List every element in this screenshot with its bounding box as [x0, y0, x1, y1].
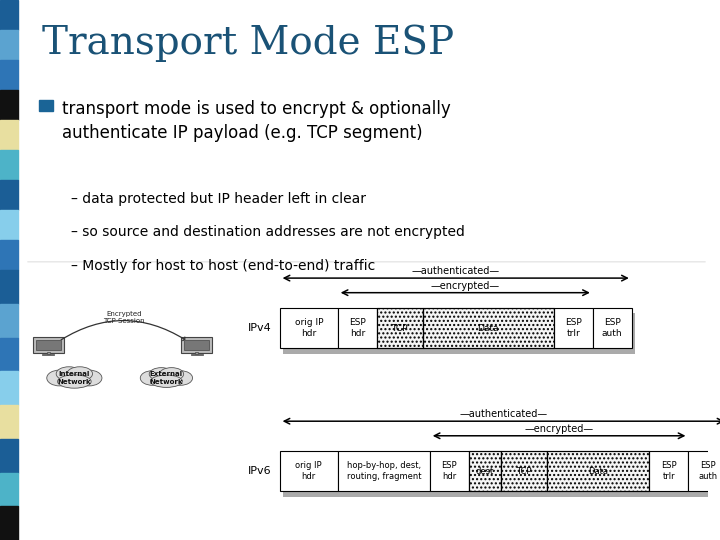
Text: —encrypted—: —encrypted— [525, 423, 594, 434]
Bar [184, 340, 210, 349]
Text: orig IP
hdr: orig IP hdr [294, 319, 323, 338]
Bar [0, 438, 18, 472]
Text: —authenticated—: —authenticated— [459, 409, 548, 419]
Bar [181, 337, 212, 353]
Bar [377, 308, 423, 348]
Ellipse shape [150, 375, 182, 387]
Bar [500, 451, 546, 491]
Bar [0, 472, 18, 507]
Bar [338, 451, 430, 491]
Text: ESP
trlr: ESP trlr [565, 319, 582, 338]
Ellipse shape [149, 369, 184, 387]
Bar [0, 338, 18, 372]
Bar [423, 308, 554, 348]
Ellipse shape [56, 368, 93, 388]
Bar [649, 451, 688, 491]
Text: Encrypted
TCP Session: Encrypted TCP Session [103, 311, 145, 324]
Bar [282, 313, 634, 354]
Bar [500, 451, 546, 491]
Bar [191, 354, 203, 355]
Text: ESP
trlr: ESP trlr [661, 462, 677, 481]
Bar [0, 180, 18, 210]
Ellipse shape [67, 367, 93, 381]
Ellipse shape [47, 370, 72, 386]
Bar [0, 150, 18, 180]
Text: ESP
auth: ESP auth [602, 319, 623, 338]
Bar [338, 308, 377, 348]
Bar [546, 451, 649, 491]
Bar [0, 120, 18, 150]
Bar [0, 303, 18, 338]
Text: —authenticated—: —authenticated— [412, 266, 500, 276]
Bar [0, 210, 18, 240]
Ellipse shape [140, 370, 164, 386]
Ellipse shape [168, 370, 192, 386]
Text: ESP
hdr: ESP hdr [441, 462, 457, 481]
Bar [282, 456, 720, 497]
Bar [0, 372, 18, 405]
Bar [0, 30, 18, 60]
Text: Internal
Network: Internal Network [58, 372, 91, 384]
Bar [0, 405, 18, 438]
Bar [42, 354, 55, 355]
Bar [36, 340, 60, 349]
Text: ESP
hdr: ESP hdr [349, 319, 366, 338]
Bar [423, 308, 554, 348]
Text: External
Network: External Network [150, 372, 183, 384]
Text: – so source and destination addresses are not encrypted: – so source and destination addresses ar… [71, 225, 464, 239]
Bar [195, 352, 199, 354]
Bar [0, 0, 18, 30]
Bar [469, 451, 500, 491]
Ellipse shape [58, 375, 91, 388]
Bar [39, 100, 53, 111]
Bar [688, 451, 720, 491]
Bar [32, 337, 64, 353]
Ellipse shape [56, 367, 82, 381]
Bar [280, 451, 338, 491]
Text: Data: Data [477, 323, 499, 333]
Ellipse shape [76, 370, 102, 386]
Bar [47, 352, 50, 354]
Bar [0, 270, 18, 303]
Text: – data protected but IP header left in clear: – data protected but IP header left in c… [71, 192, 366, 206]
Text: TCP: TCP [516, 467, 531, 476]
Text: ESP
auth: ESP auth [698, 462, 717, 481]
Text: orig IP
hdr: orig IP hdr [295, 462, 322, 481]
Bar [0, 240, 18, 270]
Bar [0, 60, 18, 90]
Bar [0, 507, 18, 540]
Ellipse shape [149, 368, 174, 381]
Bar [593, 308, 631, 348]
Text: dest: dest [476, 467, 494, 476]
Bar [430, 451, 469, 491]
Text: – Mostly for host to host (end-to-end) traffic: – Mostly for host to host (end-to-end) t… [71, 259, 375, 273]
Ellipse shape [159, 368, 184, 381]
Bar [546, 451, 649, 491]
Text: —encrypted—: —encrypted— [431, 280, 500, 291]
Bar [377, 308, 423, 348]
Bar [0, 90, 18, 120]
Text: hop-by-hop, dest,
routing, fragment: hop-by-hop, dest, routing, fragment [346, 462, 421, 481]
Text: Transport Mode ESP: Transport Mode ESP [42, 24, 454, 62]
Text: transport mode is used to encrypt & optionally
authenticate IP payload (e.g. TCP: transport mode is used to encrypt & opti… [62, 100, 451, 141]
Text: IPv4: IPv4 [248, 323, 271, 333]
Bar [469, 451, 500, 491]
Text: TCP: TCP [392, 323, 408, 333]
Text: Data: Data [588, 467, 608, 476]
Bar [280, 308, 338, 348]
Text: IPv6: IPv6 [248, 466, 271, 476]
Bar [554, 308, 593, 348]
